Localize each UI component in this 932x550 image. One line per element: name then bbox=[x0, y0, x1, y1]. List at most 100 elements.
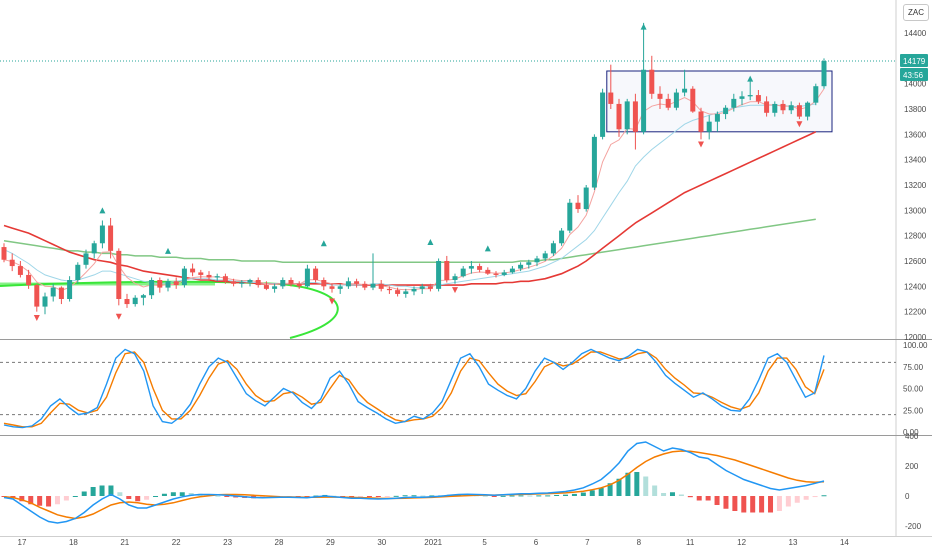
candle-body bbox=[255, 280, 261, 286]
macd-histogram-bar bbox=[28, 496, 34, 505]
candle-body bbox=[796, 105, 802, 117]
stoch-d-line bbox=[3, 351, 825, 428]
candle-body bbox=[682, 88, 688, 93]
candle-body bbox=[280, 280, 286, 287]
candle-body bbox=[1, 247, 7, 260]
signal-down-marker bbox=[452, 287, 458, 294]
candle-body bbox=[747, 95, 753, 97]
macd-histogram-bar bbox=[1, 496, 7, 497]
time-tick-label: 23 bbox=[223, 538, 232, 547]
candle-body bbox=[411, 288, 417, 292]
candle-body bbox=[362, 283, 368, 288]
candle-body bbox=[288, 280, 294, 284]
macd-histogram-bar bbox=[571, 493, 577, 496]
candle-body bbox=[608, 92, 614, 104]
candle-body bbox=[9, 259, 15, 267]
candle-body bbox=[419, 286, 425, 289]
candle-body bbox=[345, 281, 351, 287]
macd-histogram-bar bbox=[126, 496, 132, 499]
candle-body bbox=[116, 250, 122, 299]
candle-body bbox=[173, 281, 179, 286]
time-tick-label: 21 bbox=[120, 538, 129, 547]
macd-histogram-bar bbox=[37, 496, 43, 506]
candle-body bbox=[805, 102, 811, 117]
candle-body bbox=[403, 291, 409, 294]
macd-histogram-bar bbox=[732, 496, 738, 511]
macd-histogram-bar bbox=[687, 496, 693, 498]
candle-body bbox=[124, 299, 130, 305]
candle-body bbox=[723, 107, 729, 115]
signal-down-marker bbox=[115, 313, 122, 320]
candle-body bbox=[690, 88, 696, 112]
sma-long-line bbox=[3, 218, 816, 264]
macd-histogram-bar bbox=[643, 476, 649, 496]
candle-body bbox=[313, 268, 319, 280]
macd-histogram-bar bbox=[72, 496, 78, 497]
candle-body bbox=[157, 280, 163, 288]
candle-body bbox=[673, 92, 679, 108]
macd-histogram-bar bbox=[536, 495, 542, 497]
macd-tick-label: -200 bbox=[905, 522, 922, 531]
time-tick-label: 29 bbox=[326, 538, 335, 547]
candle-body bbox=[436, 261, 442, 289]
candle-body bbox=[370, 283, 376, 288]
macd-histogram-bar bbox=[750, 496, 756, 513]
symbol-button[interactable]: ZAC bbox=[903, 4, 929, 21]
macd-histogram-bar bbox=[170, 492, 176, 496]
candle-body bbox=[755, 95, 761, 102]
candle-body bbox=[108, 225, 114, 251]
macd-histogram-bar bbox=[491, 496, 497, 497]
candle-body bbox=[222, 276, 228, 282]
price-tick-label: 13200 bbox=[904, 181, 927, 190]
time-tick-label: 22 bbox=[172, 538, 181, 547]
macd-histogram-bar bbox=[108, 485, 114, 496]
macd-histogram-bar bbox=[224, 496, 230, 497]
candle-body bbox=[731, 98, 737, 108]
candle-body bbox=[526, 262, 532, 265]
macd-histogram-bar bbox=[669, 492, 675, 496]
macd-histogram-bar bbox=[402, 495, 408, 497]
price-tick-label: 12800 bbox=[904, 232, 927, 241]
price-tick-label: 12000 bbox=[904, 333, 927, 342]
candle-body bbox=[649, 69, 655, 94]
time-tick-label: 8 bbox=[637, 538, 642, 547]
stoch-k-line bbox=[3, 348, 825, 429]
candle-body bbox=[698, 111, 704, 132]
macd-histogram-bar bbox=[580, 492, 586, 496]
time-tick-label: 12 bbox=[737, 538, 746, 547]
macd-histogram-bar bbox=[188, 493, 194, 496]
price-tick-label: 13800 bbox=[904, 105, 927, 114]
candle-body bbox=[190, 268, 196, 273]
candle-body bbox=[444, 261, 450, 280]
price-tick-label: 12600 bbox=[904, 257, 927, 266]
macd-line bbox=[3, 441, 825, 524]
macd-histogram-bar bbox=[81, 491, 87, 496]
candle-body bbox=[788, 105, 794, 111]
macd-tick-label: 400 bbox=[905, 432, 919, 441]
candle-body bbox=[34, 285, 40, 307]
macd-histogram-bar bbox=[153, 496, 159, 497]
candle-body bbox=[706, 121, 712, 132]
time-tick-label: 7 bbox=[585, 538, 590, 547]
candle-body bbox=[99, 225, 105, 244]
signal-up-marker bbox=[99, 207, 106, 214]
signal-down-marker bbox=[33, 315, 40, 321]
candle-body bbox=[395, 290, 401, 294]
candle-body bbox=[468, 266, 474, 269]
signal-down-marker bbox=[329, 298, 335, 305]
macd-histogram-bar bbox=[625, 472, 631, 496]
candle-body bbox=[26, 274, 32, 286]
signal-up-marker bbox=[640, 23, 647, 30]
stoch-tick-label: 100.00 bbox=[903, 341, 928, 350]
macd-histogram-bar bbox=[429, 495, 435, 497]
candle-body bbox=[460, 268, 466, 277]
macd-histogram-bar bbox=[741, 496, 747, 513]
stoch-tick-label: 25.00 bbox=[903, 406, 924, 415]
candle-body bbox=[91, 243, 97, 254]
macd-histogram-bar bbox=[482, 495, 488, 497]
candle-body bbox=[739, 96, 745, 99]
macd-histogram-bar bbox=[63, 496, 69, 501]
candle-body bbox=[132, 297, 138, 305]
candle-body bbox=[632, 101, 638, 132]
